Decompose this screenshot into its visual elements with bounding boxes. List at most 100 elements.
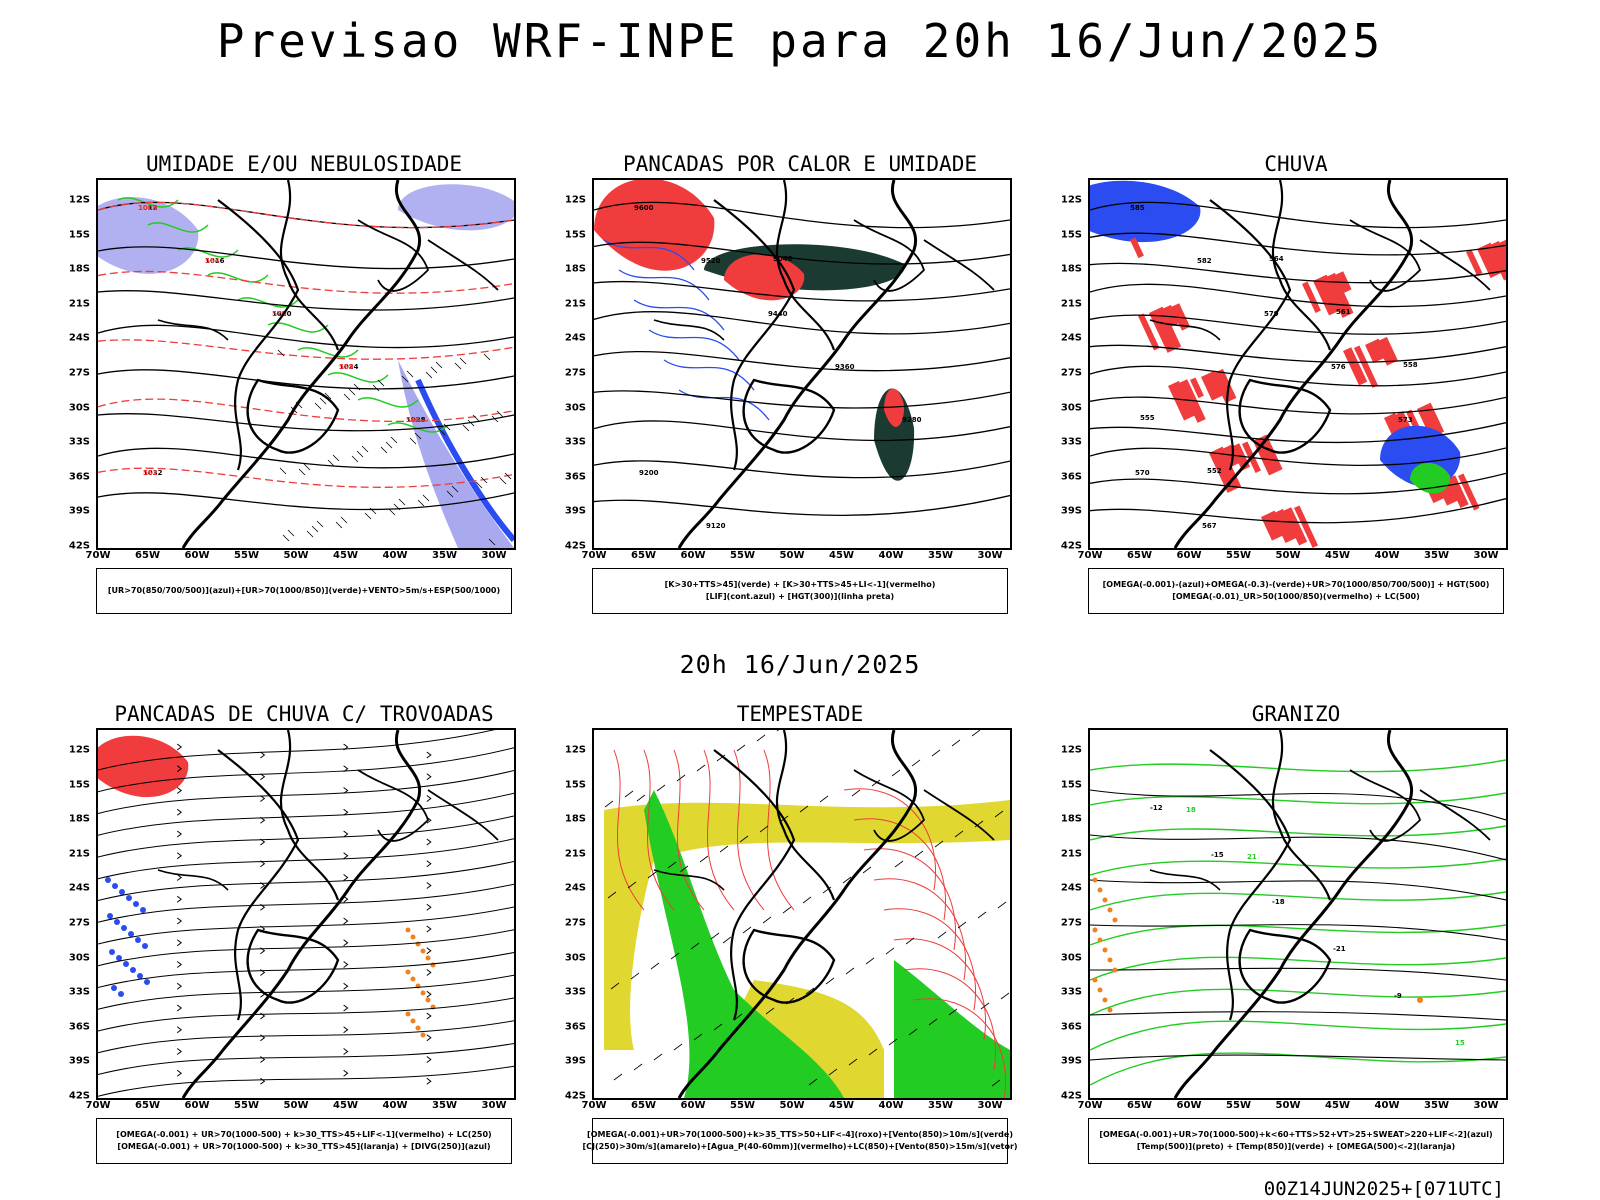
longitude-tick: 60W (1176, 1100, 1202, 1111)
latitude-tick: 42S (68, 1090, 90, 1102)
legend-line: [K>30+TTS>45](verde) + [K>30+TTS>45+LI<-… (664, 580, 936, 589)
longitude-tick: 55W (1226, 550, 1251, 561)
longitude-tick: 50W (1275, 550, 1301, 561)
latitude-tick: 18S (564, 813, 586, 825)
longitude-tick: 30W (977, 1100, 1003, 1111)
longitude-tick: 30W (1473, 1100, 1499, 1111)
latitude-axis: 12S 15S 18S 21S 24S 27S 30S 33S 36S 39S 42S (60, 178, 94, 552)
longitude-axis: 70W 65W 60W 55W 50W 45W 40W 35W 30W (582, 1100, 1022, 1114)
longitude-tick: 35W (928, 1100, 953, 1111)
contour-label: 9200 (639, 469, 659, 477)
legend-line: [OMEGA(-0.001)+UR>70(1000-500)+k<60+TTS>… (1099, 1130, 1493, 1139)
contour-label: 9280 (902, 416, 922, 424)
longitude-axis: 70W 65W 60W 55W 50W 45W 40W 35W 30W (86, 550, 526, 564)
latitude-tick: 15S (68, 229, 90, 241)
latitude-tick: 24S (68, 882, 90, 894)
longitude-tick: 45W (1325, 1100, 1350, 1111)
contour-label: 9120 (706, 522, 726, 530)
panel-legend: [OMEGA(-0.001)+UR>70(1000-500)+k>35_TTS>… (582, 1118, 1018, 1164)
longitude-tick: 50W (1275, 1100, 1301, 1111)
contour-label: -18 (1272, 898, 1285, 906)
longitude-tick: 30W (481, 1100, 507, 1111)
run-footer: 00Z14JUN2025+[071UTC] (1263, 1178, 1504, 1200)
longitude-tick: 45W (829, 550, 854, 561)
latitude-tick: 33S (68, 436, 90, 448)
latitude-axis: 12S 15S 18S 21S 24S 27S 30S 33S 36S 39S 42S (556, 178, 590, 552)
latitude-tick: 33S (1060, 436, 1082, 448)
contour-label: 1024 (339, 363, 359, 371)
longitude-tick: 30W (481, 550, 507, 561)
latitude-tick: 21S (68, 848, 90, 860)
latitude-tick: 36S (564, 1021, 586, 1033)
latitude-tick: 30S (68, 952, 90, 964)
map-canvas: 585 582 579 576 573 570 567 564 561 558 555 552 (1090, 180, 1506, 548)
latitude-tick: 39S (564, 505, 586, 517)
latitude-tick: 18S (1060, 813, 1082, 825)
longitude-tick: 60W (680, 1100, 706, 1111)
latitude-tick: 21S (1060, 848, 1082, 860)
longitude-axis: 70W 65W 60W 55W 50W 45W 40W 35W 30W (582, 550, 1022, 564)
map-pancadas-de-chuva-c-trovoadas (96, 728, 516, 1100)
longitude-tick: 55W (730, 1100, 755, 1111)
latitude-tick: 15S (564, 779, 586, 791)
longitude-tick: 60W (184, 1100, 210, 1111)
longitude-tick: 35W (1424, 1100, 1449, 1111)
panel-title: PANCADAS POR CALOR E UMIDADE (622, 152, 977, 176)
forecast-time-subtitle: 20h 16/Jun/2025 (679, 650, 921, 679)
longitude-tick: 70W (581, 1100, 607, 1111)
legend-line: [OMEGA(-0.001) + UR>70(1000-500) + k>30_… (117, 1142, 491, 1151)
contour-label: 9360 (835, 363, 855, 371)
contour-label: 546 (406, 416, 421, 424)
map-canvas: 1012 1016 1020 1024 1028 1032 1008 564 570 558 546… (98, 180, 514, 548)
latitude-tick: 27S (564, 367, 586, 379)
longitude-tick: 35W (432, 550, 457, 561)
latitude-tick: 33S (1060, 986, 1082, 998)
longitude-tick: 50W (779, 1100, 805, 1111)
longitude-tick: 60W (1176, 550, 1202, 561)
latitude-tick: 30S (1060, 952, 1082, 964)
longitude-tick: 55W (234, 1100, 259, 1111)
main-title: Previsao WRF-INPE para 20h 16/Jun/2025 (216, 14, 1384, 68)
latitude-axis: 12S 15S 18S 21S 24S 27S 30S 33S 36S 39S 42S (1052, 728, 1086, 1102)
contour-label: 561 (1336, 308, 1351, 316)
latitude-tick: 36S (1060, 1021, 1082, 1033)
contour-label: 1016 (205, 257, 225, 265)
longitude-axis: 70W 65W 60W 55W 50W 45W 40W 35W 30W (1078, 550, 1518, 564)
contour-label: 567 (1202, 522, 1217, 530)
legend-line: [OMEGA(-0.001) + UR>70(1000-500) + k>30_… (116, 1130, 492, 1139)
contour-label: 1032 (143, 469, 163, 477)
latitude-tick: 27S (68, 367, 90, 379)
latitude-tick: 27S (564, 917, 586, 929)
latitude-axis: 12S 15S 18S 21S 24S 27S 30S 33S 36S 39S 42S (60, 728, 94, 1102)
latitude-tick: 12S (68, 194, 90, 206)
latitude-tick: 42S (564, 540, 586, 552)
contour-label: 555 (1140, 414, 1155, 422)
latitude-tick: 42S (564, 1090, 586, 1102)
panel-legend: [UR>70(850/700/500)](azul)+[UR>70(1000/8… (96, 568, 512, 614)
latitude-tick: 33S (68, 986, 90, 998)
contour-label: 1028 (406, 416, 426, 424)
panel-legend: [OMEGA(-0.001)+UR>70(1000-500)+k<60+TTS>… (1088, 1118, 1504, 1164)
latitude-tick: 24S (1060, 882, 1082, 894)
latitude-tick: 39S (68, 505, 90, 517)
longitude-tick: 65W (631, 1100, 656, 1111)
longitude-tick: 40W (382, 550, 408, 561)
latitude-tick: 24S (564, 882, 586, 894)
latitude-tick: 12S (1060, 194, 1082, 206)
contour-label: -15 (1211, 851, 1224, 859)
legend-line: [OMEGA(-0.01)_UR>50(1000/850)(vermelho) … (1172, 592, 1420, 601)
latitude-tick: 30S (68, 402, 90, 414)
map-canvas (594, 730, 1010, 1098)
latitude-tick: 24S (68, 332, 90, 344)
contour-label: 15 (1455, 1039, 1465, 1047)
contour-label: 9440 (768, 310, 788, 318)
panel-title: UMIDADE E/OU NEBULOSIDADE (145, 152, 463, 176)
map-canvas: 9600 9520 9440 9360 9280 9200 9120 9040 (594, 180, 1010, 548)
contour-label: -12 (1150, 804, 1163, 812)
latitude-tick: 24S (1060, 332, 1082, 344)
longitude-tick: 35W (1424, 550, 1449, 561)
longitude-tick: 45W (1325, 550, 1350, 561)
longitude-tick: 45W (333, 1100, 358, 1111)
legend-line: [UR>70(850/700/500)](azul)+[UR>70(1000/8… (107, 586, 501, 595)
longitude-tick: 65W (1127, 1100, 1152, 1111)
